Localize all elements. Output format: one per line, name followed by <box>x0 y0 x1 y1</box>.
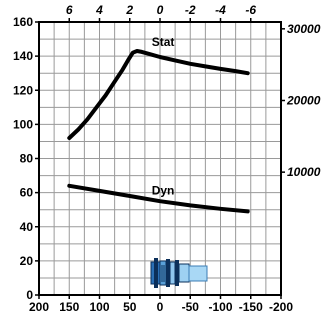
x-top-tick-label: 2 <box>125 3 133 17</box>
y-left-tick-label: 20 <box>20 254 34 268</box>
x-top-tick-label: 6 <box>66 3 73 17</box>
series-lines: Stat Dyn <box>67 35 250 214</box>
y-left-tick-label: 40 <box>20 220 34 234</box>
x-top-tick-label: -2 <box>185 3 196 17</box>
y-left-tick-label: 80 <box>20 152 34 166</box>
y-left-tick-label: 100 <box>13 117 33 131</box>
x-top-tick-label: -6 <box>245 3 256 17</box>
series-line-dyn <box>67 183 250 214</box>
x-bottom-tick-label: -100 <box>208 300 232 314</box>
y-right-tick-label: 10000 <box>287 165 321 179</box>
series-label-stat: Stat <box>152 35 175 49</box>
y-right-tick-label: 20000 <box>286 93 321 107</box>
y-left-tick-label: 0 <box>26 288 33 302</box>
hydraulic-connector-icon <box>150 258 208 288</box>
x-top-tick-label: 4 <box>95 3 103 17</box>
y-left-tick-label: 160 <box>13 15 33 29</box>
x-top-tick-label: -4 <box>215 3 226 17</box>
series-line-stat <box>67 49 250 140</box>
series-label-dyn: Dyn <box>152 183 175 197</box>
x-bottom-tick-label: 50 <box>123 300 137 314</box>
y-left-tick-label: 60 <box>20 186 34 200</box>
y-left-tick-label: 120 <box>13 83 33 97</box>
x-bottom-tick-label: 100 <box>89 300 109 314</box>
x-bottom-tick-label: -50 <box>182 300 200 314</box>
y-left-tick-label: 140 <box>13 49 33 63</box>
grid <box>39 22 281 295</box>
y-right-tick-label: 30000 <box>287 22 321 36</box>
x-top-tick-label: 0 <box>157 3 164 17</box>
x-bottom-tick-label: 0 <box>157 300 164 314</box>
x-bottom-tick-label: 200 <box>29 300 49 314</box>
x-bottom-tick-label: 150 <box>59 300 79 314</box>
x-bottom-tick-label: -150 <box>239 300 263 314</box>
x-bottom-tick-label: -200 <box>269 300 293 314</box>
axis-ticks <box>35 18 285 299</box>
